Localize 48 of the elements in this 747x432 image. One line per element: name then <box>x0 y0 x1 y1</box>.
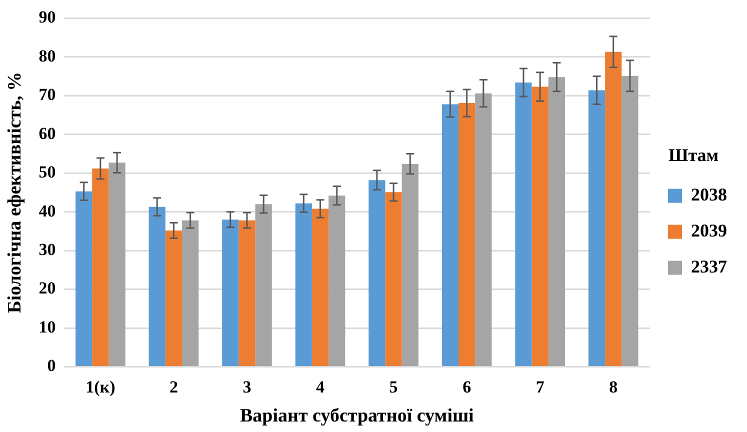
bar <box>76 191 92 366</box>
y-tick-label: 50 <box>38 162 56 182</box>
bar <box>92 168 109 366</box>
x-tick-label: 2 <box>169 377 178 396</box>
bar <box>515 82 532 366</box>
y-tick-label: 70 <box>38 85 56 104</box>
legend-label: 2038 <box>691 184 727 204</box>
bar <box>385 192 402 366</box>
bar <box>588 90 606 366</box>
x-tick-label: 5 <box>389 377 398 396</box>
x-tick-label: 7 <box>536 377 545 396</box>
bar <box>222 220 239 366</box>
y-tick-label: 30 <box>38 240 56 259</box>
y-tick-label: 60 <box>38 124 56 143</box>
bar <box>475 93 492 366</box>
x-axis-title: Варіант субстратної суміші <box>240 406 474 427</box>
bar <box>458 103 476 366</box>
y-tick-label: 20 <box>38 278 56 298</box>
bar <box>108 162 126 366</box>
x-tick-label: 6 <box>462 377 472 396</box>
y-axis-title: Біологічна ефективність, % <box>4 72 26 314</box>
bar <box>165 230 182 366</box>
y-tick-label: 90 <box>38 8 56 27</box>
x-tick-label: 8 <box>609 377 618 396</box>
bar <box>442 104 459 366</box>
legend-title: Штам <box>668 144 719 165</box>
x-tick-label: 4 <box>316 377 326 396</box>
y-tick-label: 80 <box>38 46 56 66</box>
bar <box>605 52 622 366</box>
y-tick-label: 0 <box>47 356 56 376</box>
x-tick-label: 1(к) <box>86 377 116 396</box>
bar <box>312 208 329 366</box>
bar <box>328 196 346 366</box>
bar <box>622 76 638 366</box>
bar <box>182 220 199 366</box>
bar <box>238 220 256 366</box>
x-tick-label: 3 <box>242 377 252 396</box>
bar <box>548 77 565 366</box>
y-tick-label: 10 <box>38 317 56 336</box>
bar <box>532 86 548 366</box>
y-tick-label: 40 <box>38 201 56 220</box>
bar <box>255 204 272 366</box>
legend-label: 2337 <box>691 256 727 276</box>
legend-label: 2039 <box>691 220 727 240</box>
bar <box>402 164 418 366</box>
bar <box>148 206 166 366</box>
bar <box>295 203 312 366</box>
bar <box>368 180 386 366</box>
